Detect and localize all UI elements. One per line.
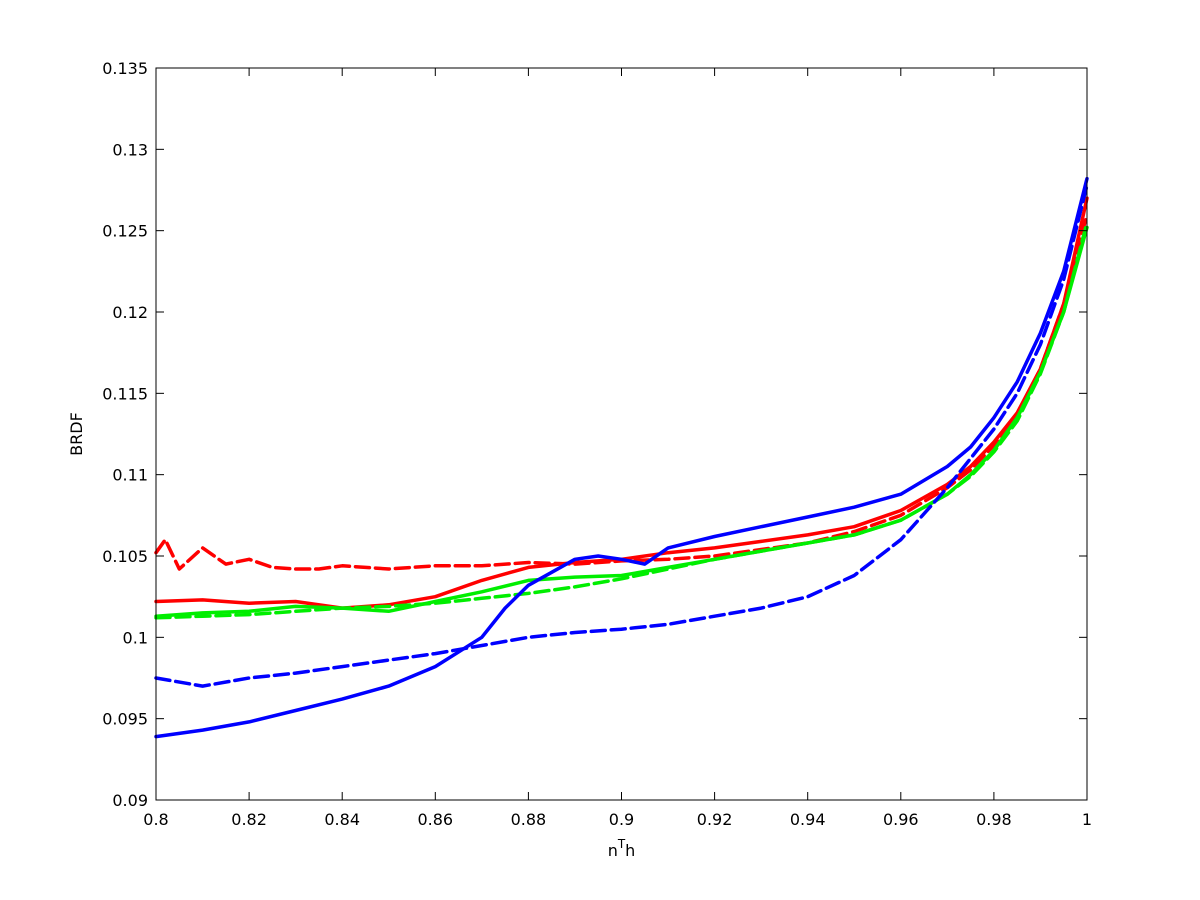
x-tick-label: 0.88 — [511, 810, 547, 829]
x-tick-label: 0.86 — [417, 810, 453, 829]
x-tick-label: 0.84 — [324, 810, 360, 829]
y-tick-label: 0.105 — [102, 547, 148, 566]
x-axis-label-base: n — [608, 841, 618, 860]
x-tick-label: 1 — [1082, 810, 1092, 829]
x-axis-label: nTh — [608, 837, 636, 860]
x-tick-label: 0.9 — [609, 810, 634, 829]
series-line-6 — [154, 176, 1089, 739]
series-layer — [154, 176, 1089, 739]
y-tick-label: 0.135 — [102, 59, 148, 78]
y-axis-label: BRDF — [67, 412, 86, 456]
x-tick-label: 0.96 — [883, 810, 919, 829]
y-tick-label: 0.12 — [112, 303, 148, 322]
y-tick-label: 0.13 — [112, 140, 148, 159]
x-tick-label: 0.94 — [790, 810, 826, 829]
y-tick-label: 0.125 — [102, 222, 148, 241]
y-tick-label: 0.1 — [123, 628, 148, 647]
x-axis-label-suffix: h — [625, 841, 635, 860]
x-tick-label: 0.98 — [976, 810, 1012, 829]
series-line-4 — [154, 225, 1089, 618]
tick-layer: 0.8 0.82 0.84 0.86 0.88 0.9 0.92 0.94 0.96 0.98 1 0… — [102, 59, 1092, 829]
y-tick-label: 0.095 — [102, 710, 148, 729]
x-axis-label-superscript: T — [617, 837, 626, 851]
x-tick-label: 0.92 — [697, 810, 733, 829]
y-tick-label: 0.09 — [112, 791, 148, 810]
x-tick-label: 0.82 — [231, 810, 267, 829]
y-tick-label: 0.11 — [112, 466, 148, 485]
series-line-5 — [154, 183, 1089, 688]
y-tick-label: 0.115 — [102, 384, 148, 403]
x-tick-label: 0.8 — [143, 810, 168, 829]
